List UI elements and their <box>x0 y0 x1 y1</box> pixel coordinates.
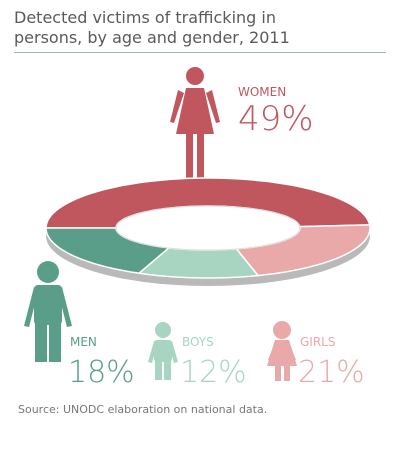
donut-hole <box>115 205 301 251</box>
chart-title: Detected victims of trafficking in perso… <box>14 8 290 47</box>
value-label: 49% <box>238 99 314 139</box>
man-icon <box>24 261 72 362</box>
boy-icon <box>148 322 178 380</box>
value-label: 12% <box>180 355 247 390</box>
category-label: WOMEN <box>238 85 286 99</box>
source-note: Source: UNODC elaboration on national da… <box>18 403 268 416</box>
title-rule <box>14 52 386 53</box>
category-label: MEN <box>70 335 97 349</box>
value-label: 21% <box>298 355 365 390</box>
category-label: GIRLS <box>300 335 335 349</box>
woman-icon <box>170 67 220 180</box>
girl-icon <box>267 321 297 381</box>
value-label: 18% <box>68 355 135 390</box>
category-label: BOYS <box>182 335 214 349</box>
